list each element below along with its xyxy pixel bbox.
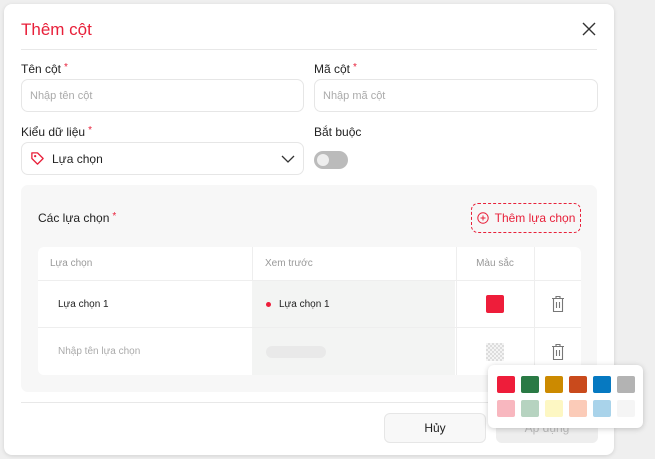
column-header-color: Màu sắc bbox=[456, 247, 533, 280]
preview-dot-icon bbox=[266, 301, 271, 307]
new-option-preview bbox=[252, 328, 455, 375]
color-picker-popover bbox=[488, 365, 643, 428]
divider bbox=[21, 49, 597, 50]
palette-color-12[interactable] bbox=[617, 400, 635, 417]
plus-circle-icon bbox=[476, 212, 489, 224]
data-type-value: Lựa chọn bbox=[52, 151, 103, 166]
palette-color-8[interactable] bbox=[521, 400, 539, 417]
required-label: Bắt buộc bbox=[314, 125, 362, 139]
trash-icon[interactable] bbox=[551, 343, 565, 361]
column-code-label: Mã cột * bbox=[314, 62, 357, 76]
footer-divider bbox=[21, 402, 597, 403]
data-type-select[interactable]: Lựa chọn bbox=[21, 142, 304, 175]
column-code-input[interactable]: Nhập mã cột bbox=[314, 79, 598, 112]
palette-color-5[interactable] bbox=[593, 376, 611, 393]
palette-color-6[interactable] bbox=[617, 376, 635, 393]
column-name-label: Tên cột * bbox=[21, 62, 68, 76]
column-header-preview: Xem trước bbox=[252, 247, 455, 280]
chevron-down-icon bbox=[281, 155, 295, 163]
palette-color-10[interactable] bbox=[569, 400, 587, 417]
options-table: Lựa chọn Xem trước Màu sắc Lựa chọn 1 Lự… bbox=[38, 247, 581, 375]
palette-color-4[interactable] bbox=[569, 376, 587, 393]
option-name-input[interactable]: Lựa chọn 1 bbox=[58, 298, 109, 310]
trash-icon[interactable] bbox=[551, 295, 565, 313]
empty-color-swatch-button[interactable] bbox=[486, 342, 504, 361]
palette-color-1[interactable] bbox=[497, 376, 515, 393]
column-header-option: Lựa chọn bbox=[50, 258, 93, 269]
option-preview: Lựa chọn 1 bbox=[252, 281, 455, 327]
dialog-title: Thêm cột bbox=[21, 20, 92, 39]
add-column-dialog: Thêm cột Tên cột * Nhập tên cột Mã cột * N… bbox=[4, 4, 614, 455]
new-option-input[interactable]: Nhập tên lựa chọn bbox=[58, 346, 141, 357]
cancel-button[interactable]: Hủy bbox=[384, 413, 486, 443]
column-name-input[interactable]: Nhập tên cột bbox=[21, 79, 304, 112]
palette-color-9[interactable] bbox=[545, 400, 563, 417]
color-swatch-button[interactable] bbox=[486, 295, 504, 313]
palette-color-7[interactable] bbox=[497, 400, 515, 417]
required-toggle[interactable] bbox=[314, 151, 348, 169]
options-label: Các lựa chọn * bbox=[38, 211, 117, 225]
close-icon[interactable] bbox=[582, 22, 596, 36]
palette-color-2[interactable] bbox=[521, 376, 539, 393]
data-type-label: Kiểu dữ liệu * bbox=[21, 125, 92, 139]
add-option-button[interactable]: Thêm lựa chọn bbox=[471, 203, 581, 233]
tag-icon bbox=[31, 152, 44, 165]
options-panel: Các lựa chọn * Thêm lựa chọn Lựa chọn Xem… bbox=[21, 185, 597, 392]
palette-color-11[interactable] bbox=[593, 400, 611, 417]
palette-color-3[interactable] bbox=[545, 376, 563, 393]
